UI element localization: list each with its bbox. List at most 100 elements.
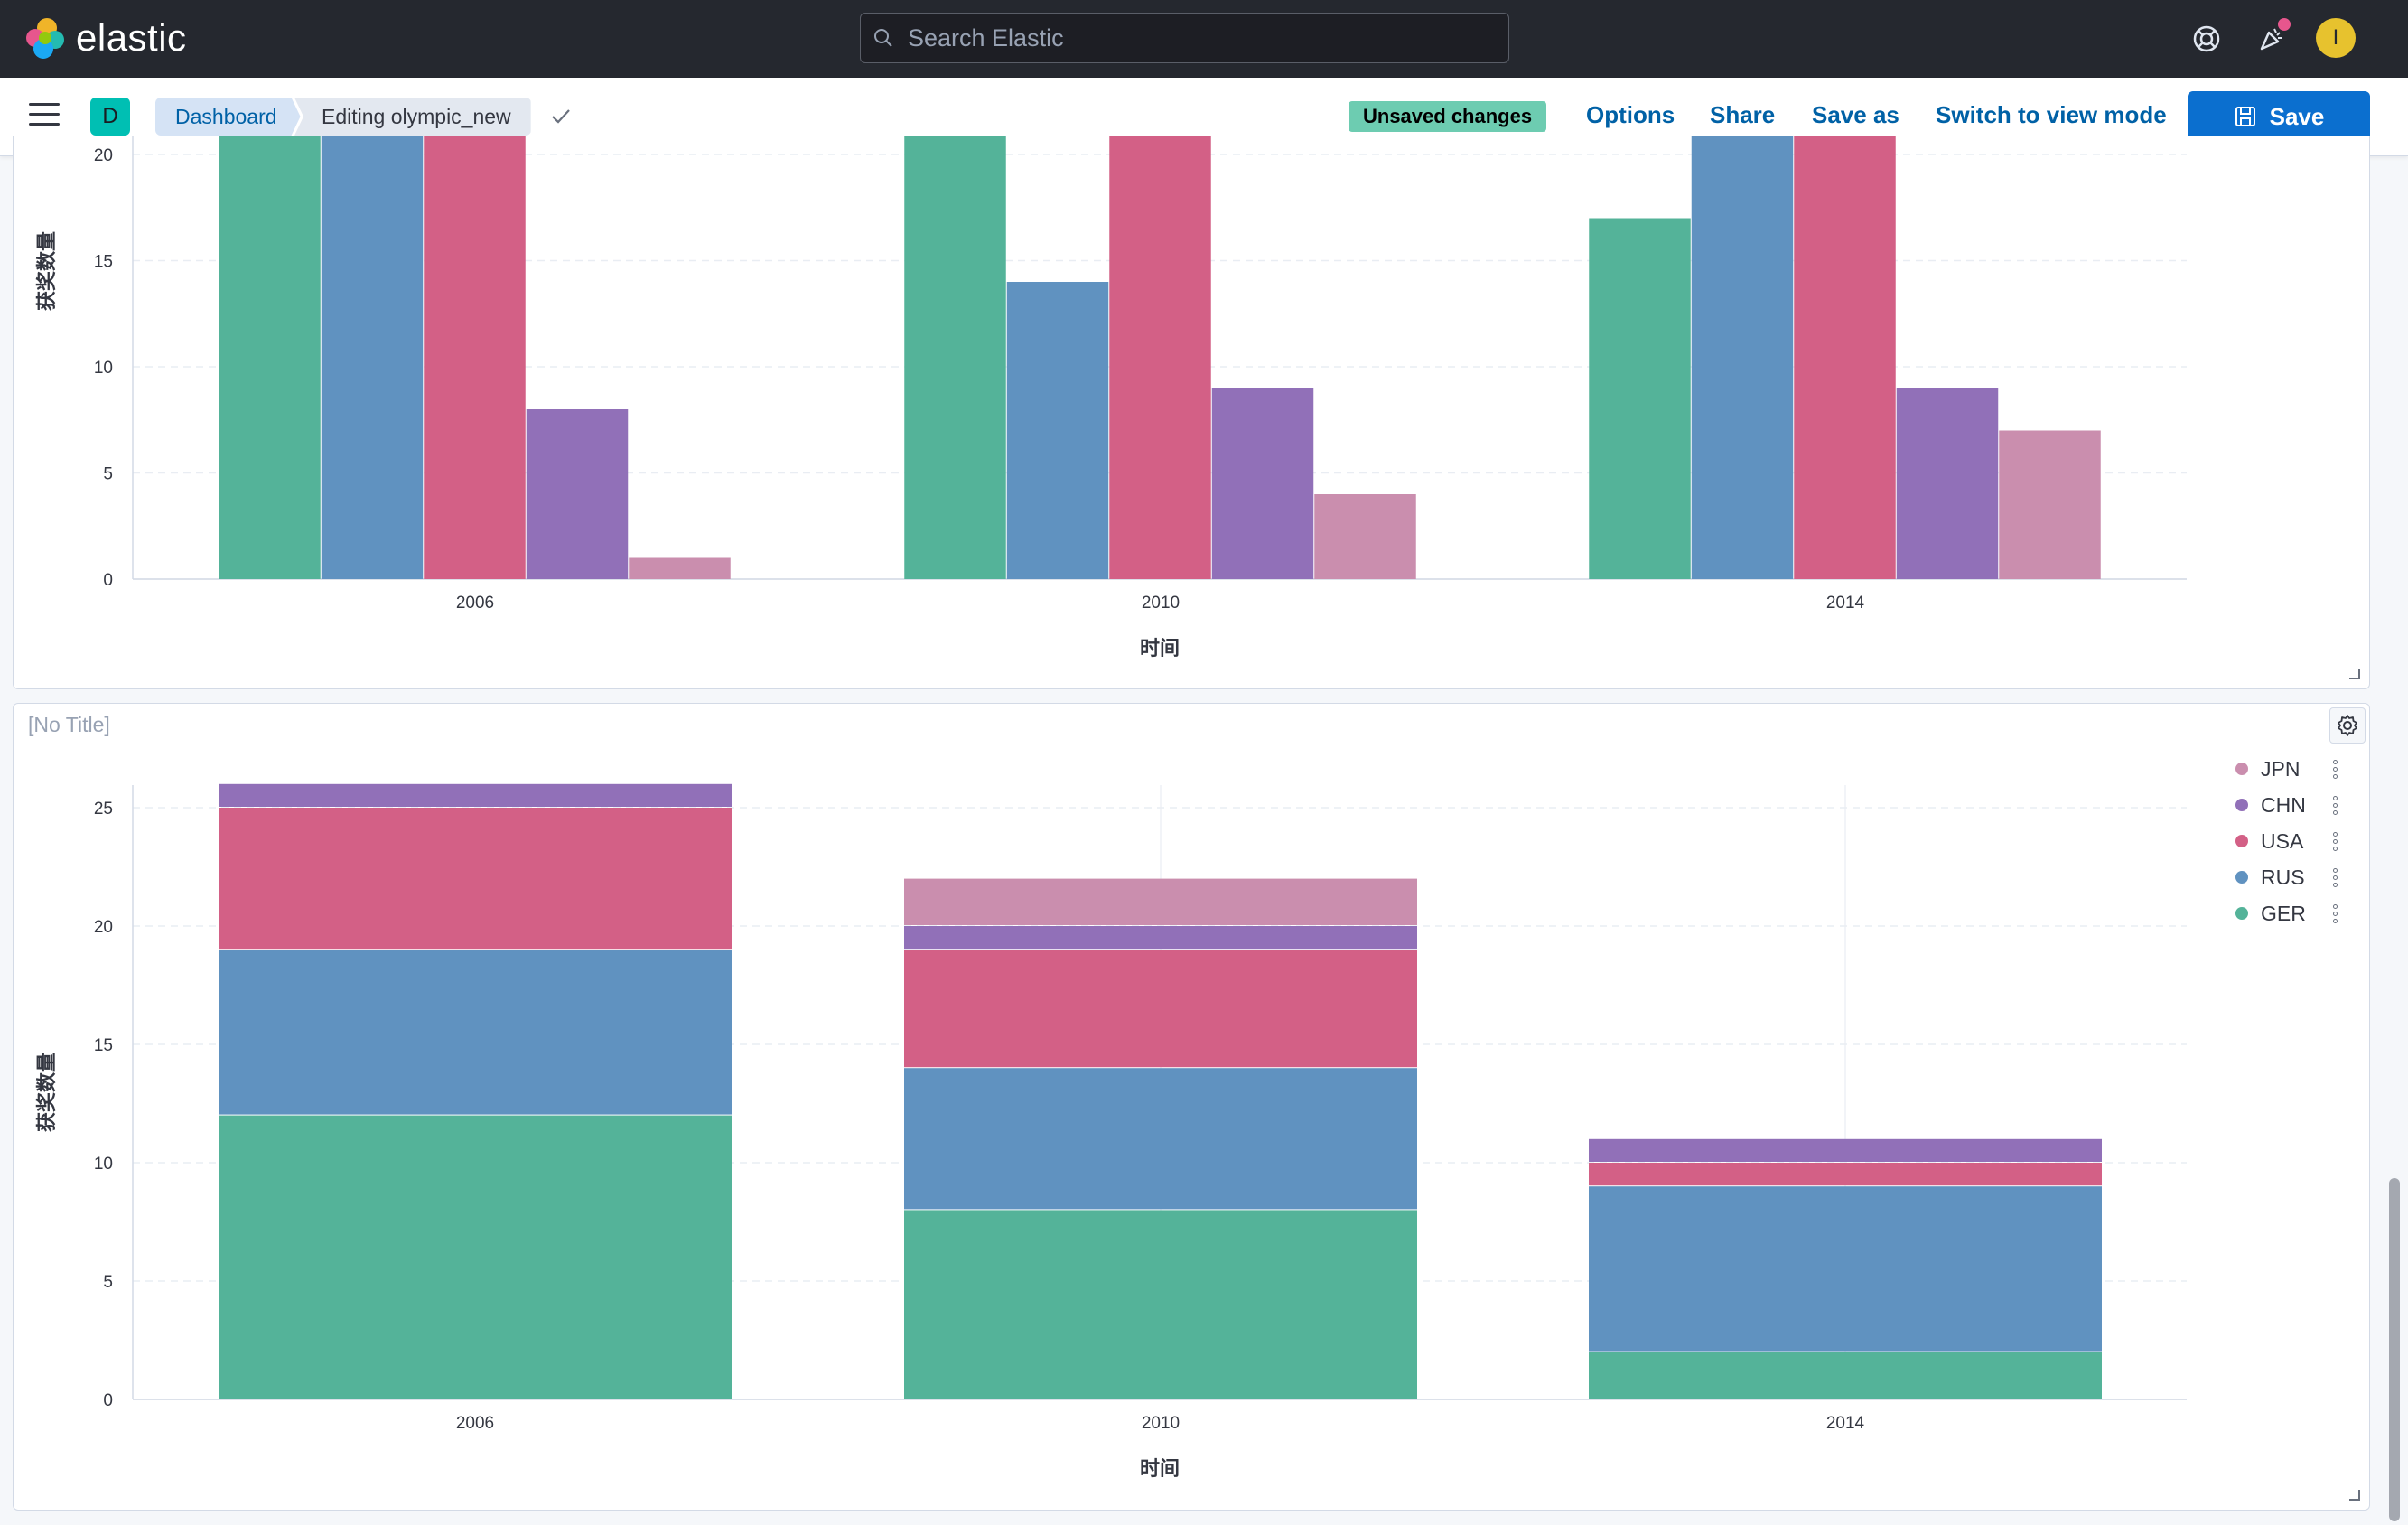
stacked-bar-chart: 0 5 10 15 20 25 2006 2010 2014 时间 获奖数量 [35,783,2187,1480]
bar-usa-2010[interactable] [904,950,1417,1068]
x-tick-label: 2014 [1826,594,1865,613]
grouped-bar-panel: 0 5 10 15 20 2006 2010 2014 时间 获奖数量 [13,136,2370,689]
bar-ger-2014[interactable] [1589,218,1691,580]
switch-to-view-mode-link[interactable]: Switch to view mode [1936,101,2167,128]
x-tick-label: 2006 [456,1414,494,1433]
legend-item-chn[interactable]: CHN [2235,787,2338,823]
y-tick-label: 10 [94,359,113,378]
resize-handle[interactable] [2349,1490,2360,1501]
legend-actions-icon[interactable] [2333,831,2338,851]
checkmark-icon [552,109,570,124]
legend-actions-icon[interactable] [2333,795,2338,815]
legend-swatch [2235,871,2248,884]
bar-jpn-2014[interactable] [1999,430,2101,580]
bar-usa-2006[interactable] [219,808,732,950]
x-axis-title: 时间 [1140,1457,1180,1480]
x-tick-label: 2010 [1142,1414,1180,1433]
y-tick-label: 25 [94,800,113,819]
bar-ger-2010[interactable] [904,136,1006,579]
save-icon [2235,107,2255,126]
bar-usa-2014[interactable] [1589,1163,2102,1186]
bar-ger-2010[interactable] [904,1210,1417,1399]
bar-rus-2010[interactable] [1006,282,1109,579]
y-tick-label: 15 [94,253,113,272]
bar-rus-2006[interactable] [321,136,424,579]
legend-swatch [2235,907,2248,920]
search-icon [874,29,892,47]
bar-rus-2006[interactable] [219,950,732,1115]
options-link[interactable]: Options [1586,101,1675,128]
chart-legend: JPN CHN USA RUS GER [2235,751,2338,931]
elastic-logo-icon [26,18,64,59]
legend-swatch [2235,835,2248,847]
legend-item-usa[interactable]: USA [2235,823,2338,859]
grouped-bar-chart: 0 5 10 15 20 2006 2010 2014 时间 获奖数量 [35,136,2187,660]
legend-item-rus[interactable]: RUS [2235,859,2338,895]
bar-chn-2010[interactable] [904,926,1417,950]
y-axis-title: 获奖数量 [35,231,58,311]
bar-jpn-2010[interactable] [1314,494,1416,579]
bar-ger-2006[interactable] [219,136,321,579]
save-button[interactable]: Save [2188,91,2370,142]
bar-ger-2006[interactable] [219,1115,732,1399]
y-tick-label: 5 [103,1273,113,1292]
bar-usa-2014[interactable] [1794,136,1896,579]
global-search[interactable] [860,13,1509,63]
y-tick-label: 15 [94,1036,113,1055]
panel-title: [No Title] [28,713,110,736]
bar-chn-2014[interactable] [1589,1138,2102,1162]
save-label: Save [2269,102,2325,130]
legend-item-ger[interactable]: GER [2235,895,2338,931]
bar-rus-2014[interactable] [1691,136,1794,579]
breadcrumb-dashboard[interactable]: Dashboard [155,98,301,136]
bar-rus-2010[interactable] [904,1068,1417,1210]
share-link[interactable]: Share [1710,101,1776,128]
unsaved-changes-badge: Unsaved changes [1349,101,1547,132]
bars-group [219,136,2101,579]
y-axis-title: 获奖数量 [35,1053,58,1132]
bar-chn-2006[interactable] [526,409,629,579]
legend-label: GER [2261,901,2306,925]
page-scrollbar[interactable] [2385,155,2404,1525]
space-avatar[interactable]: D [90,98,130,136]
legend-swatch [2235,762,2248,775]
legend-actions-icon[interactable] [2333,903,2338,923]
stacked-bar-panel: 0 5 10 15 20 25 2006 2010 2014 时间 获奖数量 [No Title] … [13,703,2370,1511]
breadcrumb-current: Editing olympic_new [294,98,531,136]
y-tick-label: 20 [94,918,113,937]
bar-jpn-2010[interactable] [904,878,1417,925]
legend-label: CHN [2261,792,2306,817]
bar-chn-2014[interactable] [1896,388,1999,580]
y-tick-label: 5 [103,465,113,484]
brand-name: elastic [76,16,187,59]
news-feed-icon[interactable] [2251,18,2292,60]
x-tick-label: 2006 [456,594,494,613]
help-icon[interactable] [2186,18,2227,60]
legend-swatch [2235,799,2248,811]
gear-icon [2338,715,2357,736]
legend-label: USA [2261,828,2304,853]
menu-toggle-button[interactable] [29,103,60,130]
bar-usa-2010[interactable] [1109,136,1211,579]
save-as-link[interactable]: Save as [1812,101,1899,128]
resize-handle[interactable] [2349,669,2360,679]
bar-rus-2014[interactable] [1589,1186,2102,1352]
top-header: elastic I [0,0,2408,78]
bar-ger-2014[interactable] [1589,1352,2102,1399]
user-avatar[interactable]: I [2316,18,2356,58]
bar-chn-2010[interactable] [1211,388,1314,580]
elastic-logo[interactable]: elastic [23,16,187,60]
bar-usa-2006[interactable] [424,136,526,579]
legend-item-jpn[interactable]: JPN [2235,751,2338,787]
legend-actions-icon[interactable] [2333,759,2338,779]
scrollbar-thumb[interactable] [2389,1178,2400,1521]
legend-actions-icon[interactable] [2333,867,2338,887]
y-tick-label: 20 [94,146,113,165]
bar-chn-2006[interactable] [219,783,732,807]
x-tick-label: 2014 [1826,1414,1865,1433]
notification-dot [2278,18,2291,31]
legend-label: RUS [2261,865,2305,889]
bar-jpn-2006[interactable] [629,557,731,580]
panel-options-button[interactable] [2329,707,2366,744]
search-input[interactable] [906,23,1451,53]
